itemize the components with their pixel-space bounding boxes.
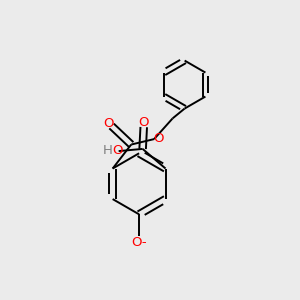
Text: O: O <box>112 144 123 157</box>
Text: O-: O- <box>131 236 147 249</box>
Text: O: O <box>154 131 164 145</box>
Text: O: O <box>103 117 113 130</box>
Text: O: O <box>139 116 149 129</box>
Text: H: H <box>102 144 112 157</box>
